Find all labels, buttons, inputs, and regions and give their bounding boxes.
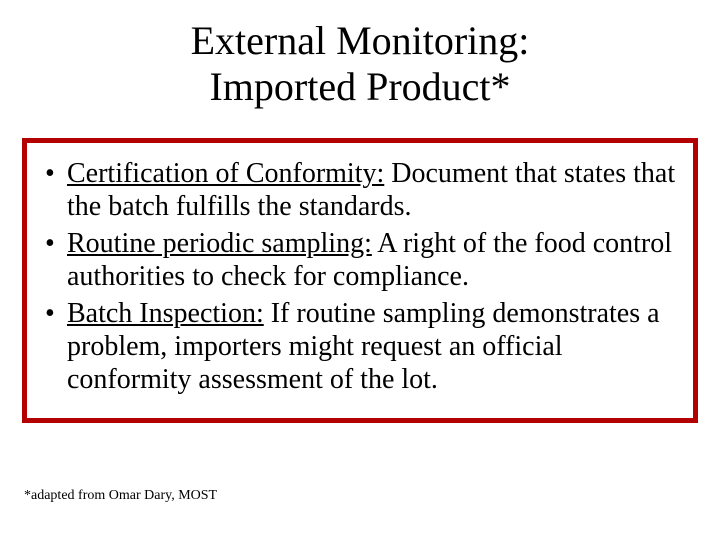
title-line-1: External Monitoring:: [191, 18, 530, 63]
bullet-term: Batch Inspection:: [67, 298, 264, 329]
footnote: *adapted from Omar Dary, MOST: [24, 488, 217, 504]
bullet-term: Certification of Conformity:: [67, 158, 384, 189]
slide-title: External Monitoring: Imported Product*: [0, 0, 720, 110]
bullet-term: Routine periodic sampling:: [67, 228, 372, 259]
list-item: Batch Inspection: If routine sampling de…: [39, 297, 681, 396]
content-box: Certification of Conformity: Document th…: [22, 138, 698, 423]
list-item: Routine periodic sampling: A right of th…: [39, 227, 681, 293]
slide: External Monitoring: Imported Product* C…: [0, 0, 720, 540]
bullet-list: Certification of Conformity: Document th…: [39, 157, 681, 396]
title-asterisk: *: [491, 64, 511, 109]
list-item: Certification of Conformity: Document th…: [39, 157, 681, 223]
title-line-2-text: Imported Product: [209, 64, 490, 109]
